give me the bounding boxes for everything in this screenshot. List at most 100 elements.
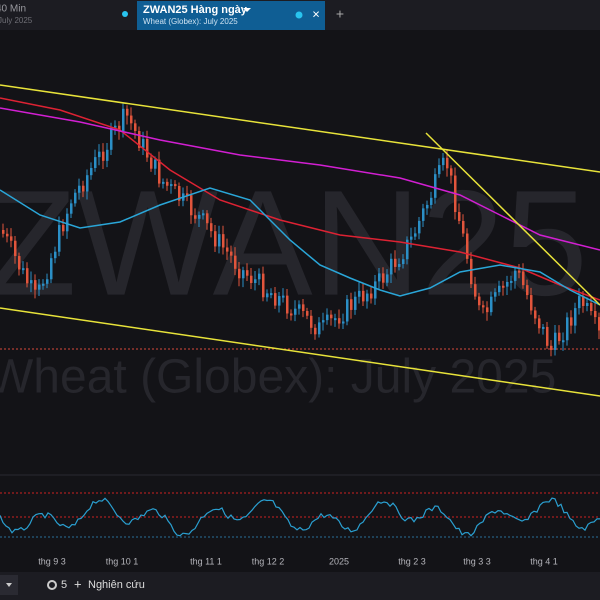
candle-body <box>170 184 173 187</box>
candle-body <box>38 284 41 290</box>
candle-body <box>530 295 533 311</box>
x-axis: thg 9 3 thg 10 1 thg 11 1 thg 12 2 2025 thg 2… <box>38 556 558 566</box>
candle-body <box>402 259 405 265</box>
candle-body <box>558 332 561 342</box>
ma-red <box>0 97 600 301</box>
candle-body <box>358 290 361 297</box>
candle-body <box>354 296 357 310</box>
x-tick-label: thg 12 2 <box>252 556 285 566</box>
candles <box>2 103 600 357</box>
candle-body <box>114 125 117 128</box>
x-tick-label: thg 10 1 <box>106 556 139 566</box>
candle-body <box>342 321 345 324</box>
candle-body <box>230 251 233 256</box>
candle-body <box>78 185 81 193</box>
candle-body <box>458 212 461 221</box>
candle-body <box>234 255 237 269</box>
x-tick-label: thg 9 3 <box>38 556 66 566</box>
dropdown-arrow <box>6 583 12 587</box>
x-tick-label: 2025 <box>329 556 349 566</box>
candle-body <box>274 293 277 306</box>
candle-body <box>174 184 177 187</box>
candle-body <box>538 318 541 329</box>
candle-body <box>290 313 293 316</box>
candle-body <box>570 317 573 326</box>
candle-body <box>18 256 21 270</box>
tab-dropdown[interactable] <box>243 8 251 12</box>
ma-blue <box>0 187 600 306</box>
candle-body <box>90 168 93 176</box>
tab-symbol[interactable]: ZWAN25 Hàng ngày <box>143 4 248 16</box>
candle-body <box>422 208 425 221</box>
candle-body <box>150 157 153 169</box>
toolbar-count: 5 <box>61 579 67 591</box>
candle-body <box>74 192 77 204</box>
toolbar-plus[interactable]: + <box>74 576 82 591</box>
candle-body <box>474 284 477 297</box>
candle-body <box>122 108 125 132</box>
candle-body <box>106 149 109 161</box>
candle-body <box>522 271 525 286</box>
candle-body <box>46 279 49 284</box>
candle-body <box>330 314 333 319</box>
candle-body <box>14 240 17 257</box>
candle-body <box>418 220 421 234</box>
candle-body <box>206 213 209 224</box>
candle-body <box>66 213 69 232</box>
tab-close[interactable]: × <box>312 6 320 21</box>
candle-body <box>22 268 25 271</box>
candle-body <box>166 181 169 186</box>
candle-body <box>86 175 89 192</box>
candle-body <box>518 270 521 273</box>
toolbar-studies[interactable]: Nghiên cứu <box>88 579 145 591</box>
candle-body <box>450 168 453 176</box>
candle-body <box>566 317 569 341</box>
candle-body <box>362 290 365 302</box>
candle-body <box>82 185 85 192</box>
left-subtitle: July 2025 <box>0 16 33 25</box>
candle-body <box>322 320 325 323</box>
tab-link-dot[interactable] <box>295 11 303 19</box>
toolbar <box>0 572 600 600</box>
tab-subtitle: Wheat (Globex): July 2025 <box>143 17 238 26</box>
active-tab[interactable]: ZWAN25 Hàng ngày Wheat (Globex): July 20… <box>122 1 325 30</box>
candle-body <box>534 310 537 319</box>
tab-dot <box>122 11 128 17</box>
trendline-steep <box>425 132 600 306</box>
candle-body <box>510 280 513 283</box>
candle-body <box>390 258 393 275</box>
x-tick-label: thg 4 1 <box>530 556 558 566</box>
candle-body <box>138 131 141 148</box>
gear-icon[interactable] <box>47 580 57 590</box>
candle-body <box>162 181 165 184</box>
trendline-lower <box>0 307 600 397</box>
candle-body <box>10 236 13 241</box>
candle-body <box>54 251 57 259</box>
candle-body <box>378 273 381 282</box>
candle-body <box>202 213 205 216</box>
x-tick-label: thg 11 1 <box>190 556 222 566</box>
candle-body <box>258 273 261 280</box>
candle-body <box>222 234 225 248</box>
candle-body <box>186 193 189 196</box>
candle-body <box>582 296 585 306</box>
candle-body <box>198 214 201 219</box>
add-tab[interactable]: + <box>336 6 344 22</box>
candle-body <box>158 159 161 184</box>
candle-body <box>210 223 213 232</box>
x-tick-label: thg 2 3 <box>398 556 426 566</box>
candle-body <box>434 174 437 198</box>
watermark-name: Wheat (Globex): July 2025 <box>0 351 556 404</box>
candle-body <box>506 281 509 287</box>
candle-body <box>118 125 121 132</box>
candle-body <box>598 317 600 331</box>
oscillator <box>0 497 600 537</box>
candle-body <box>130 115 133 124</box>
candle-body <box>578 296 581 309</box>
candle-body <box>286 295 289 314</box>
tab-bg[interactable] <box>137 1 325 30</box>
candle-body <box>62 225 65 232</box>
candle-body <box>442 157 445 166</box>
